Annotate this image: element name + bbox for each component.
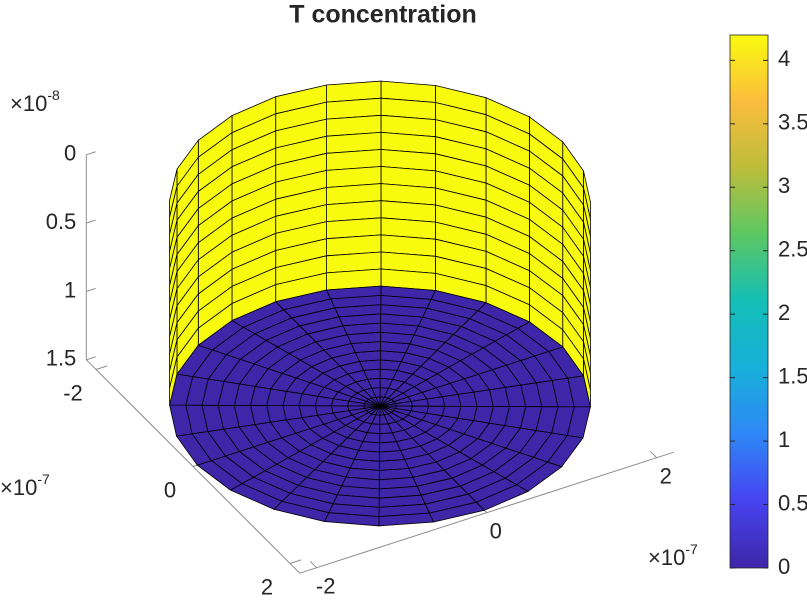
- z-tick-label: 1: [64, 277, 76, 302]
- exponent-base: ×10: [648, 545, 685, 570]
- y-tick-label: 0: [164, 477, 176, 502]
- colorbar-tick-label: 3.5: [778, 110, 807, 135]
- z-tick-label: 0: [64, 141, 76, 166]
- x-tick-label: 0: [490, 519, 502, 544]
- colorbar-tick-label: 2: [778, 300, 790, 325]
- z-tick-label: 1.5: [46, 346, 77, 371]
- z-tick: [86, 287, 96, 292]
- y-tick: [289, 559, 302, 564]
- z-tick: [86, 356, 96, 361]
- y-exponent: ×10-7: [0, 471, 50, 500]
- exponent-power: -8: [47, 87, 60, 103]
- base-cell: [442, 393, 462, 407]
- z-exponent: ×10-8: [10, 87, 60, 116]
- colorbar-tick-label: 2.5: [778, 237, 807, 262]
- x-tick: [309, 560, 318, 569]
- colorbar-tick-label: 3: [778, 173, 790, 198]
- exponent-power: -7: [37, 471, 50, 487]
- colorbar-tick-label: 1.5: [778, 363, 807, 388]
- x-tick-label: 2: [660, 464, 672, 489]
- base-cell: [298, 405, 318, 419]
- colorbar-tick-label: 0.5: [778, 490, 807, 515]
- x-tick: [649, 450, 658, 459]
- z-tick: [86, 219, 96, 224]
- colorbar-tick-label: 1: [778, 427, 790, 452]
- colorbar-tick-label: 4: [778, 46, 790, 71]
- exponent-power: -7: [685, 541, 698, 557]
- exponent-base: ×10: [0, 475, 37, 500]
- base-cell: [517, 321, 564, 352]
- colorbar: [729, 34, 769, 569]
- z-tick-label: 0.5: [46, 209, 77, 234]
- y-tick-label: 2: [261, 574, 273, 599]
- colorbar-tick-label: 0: [778, 554, 790, 579]
- x-tick-label: -2: [316, 574, 336, 599]
- x-exponent: ×10-7: [648, 541, 698, 570]
- y-tick: [95, 365, 108, 370]
- chart-title: T concentration: [289, 1, 477, 29]
- y-tick-label: -2: [63, 380, 83, 405]
- z-tick: [86, 151, 96, 156]
- exponent-base: ×10: [10, 91, 47, 116]
